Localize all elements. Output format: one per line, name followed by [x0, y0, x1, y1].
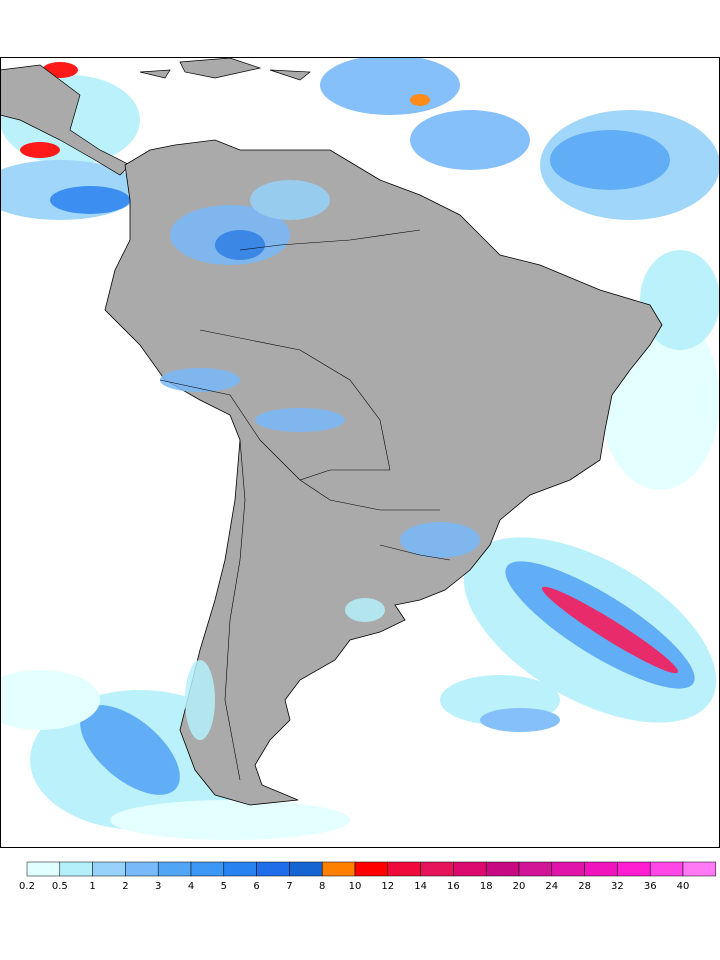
colorbar-swatch [584, 861, 618, 877]
colorbar-swatch [289, 861, 323, 877]
colorbar-swatch [256, 861, 290, 877]
colorbar-swatch [518, 861, 553, 877]
colorbar-swatch [125, 861, 159, 877]
colorbar-swatch [190, 861, 225, 877]
colorbar-swatch [387, 861, 421, 877]
colorbar-tick-label: 28 [578, 881, 591, 892]
colorbar-tick-label: 0.2 [19, 881, 35, 892]
colorbar-tick-label: 14 [414, 881, 427, 892]
colorbar-tick-label: 3 [155, 881, 161, 892]
colorbar-swatch [26, 861, 61, 877]
land-north [0, 57, 311, 176]
precip-land [160, 180, 480, 740]
colorbar-tick-label: 2 [122, 881, 128, 892]
colorbar-tick-label: 40 [677, 881, 690, 892]
colorbar-tick-label: 16 [447, 881, 460, 892]
colorbar-swatch [420, 861, 454, 877]
borders [159, 229, 451, 781]
south-america [104, 139, 663, 806]
precip-ocean [0, 57, 720, 840]
colorbar: 0.2 0.5 1 2 3 4 5 6 7 8 10 12 14 16 18 20 24 28 32 36 40 [19, 861, 717, 892]
colorbar-swatch [223, 861, 257, 877]
colorbar-swatch [157, 861, 192, 877]
colorbar-tick-label: 4 [188, 881, 194, 892]
colorbar-tick-label: 18 [480, 881, 493, 892]
colorbar-swatch [649, 861, 684, 877]
colorbar-swatch [485, 861, 520, 877]
colorbar-tick-label: 8 [319, 881, 325, 892]
colorbar-tick-label: 24 [545, 881, 558, 892]
colorbar-tick-label: 20 [513, 881, 526, 892]
colorbar-tick-label: 10 [349, 881, 362, 892]
colorbar-swatch [617, 861, 651, 877]
colorbar-swatch [453, 861, 487, 877]
colorbar-swatch [354, 861, 389, 877]
colorbar-tick-label: 7 [286, 881, 292, 892]
colorbar-tick-label: 32 [611, 881, 624, 892]
colorbar-tick-label: 5 [221, 881, 227, 892]
colorbar-tick-label: 12 [381, 881, 394, 892]
map [0, 57, 720, 848]
colorbar-tick-label: 1 [89, 881, 95, 892]
colorbar-tick-label: 36 [644, 881, 657, 892]
colorbar-swatch [59, 861, 93, 877]
colorbar-swatch [92, 861, 126, 877]
colorbar-tick-label: 0.5 [52, 881, 68, 892]
colorbar-swatch [551, 861, 585, 877]
colorbar-swatch [321, 861, 356, 877]
colorbar-tick-label: 6 [253, 881, 259, 892]
colorbar-swatch [682, 861, 717, 877]
